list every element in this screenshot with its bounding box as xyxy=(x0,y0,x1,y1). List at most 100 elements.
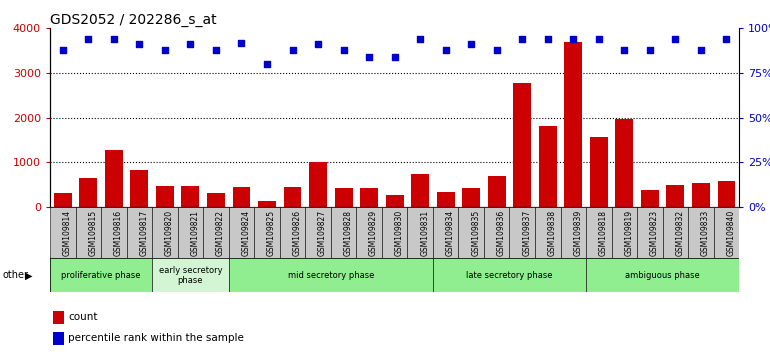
Bar xyxy=(178,207,203,258)
Bar xyxy=(79,178,97,207)
Point xyxy=(440,47,452,53)
Bar xyxy=(462,188,480,207)
Text: GSM109824: GSM109824 xyxy=(242,210,250,256)
Text: GSM109814: GSM109814 xyxy=(63,210,72,256)
Text: GSM109819: GSM109819 xyxy=(624,210,634,256)
Bar xyxy=(130,170,149,207)
Bar xyxy=(229,207,254,258)
Text: late secretory phase: late secretory phase xyxy=(466,271,553,280)
Bar xyxy=(667,185,685,207)
Point xyxy=(388,54,400,60)
Bar xyxy=(407,207,433,258)
Point xyxy=(363,54,375,60)
Text: GSM109823: GSM109823 xyxy=(650,210,659,256)
Bar xyxy=(75,207,101,258)
Point xyxy=(312,41,324,47)
Point xyxy=(337,47,350,53)
Bar xyxy=(357,207,382,258)
Text: percentile rank within the sample: percentile rank within the sample xyxy=(68,333,244,343)
Text: GSM109831: GSM109831 xyxy=(420,210,429,256)
Text: ambiguous phase: ambiguous phase xyxy=(625,271,700,280)
Bar xyxy=(229,258,433,292)
Bar xyxy=(458,207,484,258)
Bar xyxy=(53,332,64,345)
Text: GSM109830: GSM109830 xyxy=(394,210,403,256)
Point xyxy=(184,41,196,47)
Text: GSM109837: GSM109837 xyxy=(522,210,531,256)
Bar xyxy=(514,83,531,207)
Point xyxy=(57,47,69,53)
Text: GSM109828: GSM109828 xyxy=(343,210,353,256)
Point xyxy=(695,47,707,53)
Text: GSM109818: GSM109818 xyxy=(599,210,608,256)
Bar xyxy=(433,207,458,258)
Bar xyxy=(50,258,152,292)
Point xyxy=(82,36,95,42)
Bar xyxy=(411,175,429,207)
Bar xyxy=(207,193,225,207)
Text: GSM109825: GSM109825 xyxy=(267,210,276,256)
Bar xyxy=(718,181,735,207)
Bar xyxy=(561,207,586,258)
Text: GSM109822: GSM109822 xyxy=(216,210,225,256)
Bar xyxy=(663,207,688,258)
Point xyxy=(236,40,248,45)
Bar xyxy=(615,120,633,207)
Bar xyxy=(535,207,561,258)
Bar xyxy=(283,187,302,207)
Bar xyxy=(53,311,64,324)
Text: GSM109835: GSM109835 xyxy=(471,210,480,256)
Text: other: other xyxy=(2,270,28,280)
Text: GSM109832: GSM109832 xyxy=(675,210,685,256)
Point xyxy=(644,47,656,53)
Bar xyxy=(152,207,178,258)
Bar xyxy=(126,207,152,258)
Text: GSM109829: GSM109829 xyxy=(369,210,378,256)
Text: GSM109838: GSM109838 xyxy=(547,210,557,256)
Point xyxy=(209,47,222,53)
Text: GSM109827: GSM109827 xyxy=(318,210,327,256)
Text: GSM109836: GSM109836 xyxy=(497,210,506,256)
Bar xyxy=(105,150,122,207)
Bar xyxy=(641,190,659,207)
Bar xyxy=(437,192,454,207)
Text: mid secretory phase: mid secretory phase xyxy=(288,271,374,280)
Bar xyxy=(637,207,663,258)
Bar xyxy=(360,188,378,207)
Point xyxy=(516,36,528,42)
Point xyxy=(669,36,681,42)
Bar xyxy=(539,126,557,207)
Point xyxy=(720,36,732,42)
Text: GSM109821: GSM109821 xyxy=(190,210,199,256)
Bar xyxy=(510,207,535,258)
Point xyxy=(261,61,273,67)
Bar xyxy=(254,207,280,258)
Bar xyxy=(433,258,586,292)
Bar xyxy=(309,161,327,207)
Bar xyxy=(714,207,739,258)
Bar xyxy=(586,207,611,258)
Point xyxy=(593,36,605,42)
Bar xyxy=(258,201,276,207)
Point xyxy=(567,36,580,42)
Point xyxy=(414,36,427,42)
Bar xyxy=(386,195,403,207)
Bar xyxy=(590,137,608,207)
Bar xyxy=(484,207,510,258)
Point xyxy=(286,47,299,53)
Point xyxy=(133,41,146,47)
Bar xyxy=(54,193,72,207)
Bar xyxy=(50,207,75,258)
Text: ▶: ▶ xyxy=(25,270,33,280)
Bar xyxy=(305,207,331,258)
Bar xyxy=(203,207,229,258)
Text: proliferative phase: proliferative phase xyxy=(62,271,141,280)
Text: GSM109839: GSM109839 xyxy=(574,210,582,256)
Bar xyxy=(156,186,174,207)
Point xyxy=(465,41,477,47)
Bar xyxy=(611,207,637,258)
Text: GDS2052 / 202286_s_at: GDS2052 / 202286_s_at xyxy=(50,13,216,27)
Bar xyxy=(564,42,582,207)
Bar xyxy=(586,258,739,292)
Bar xyxy=(233,187,250,207)
